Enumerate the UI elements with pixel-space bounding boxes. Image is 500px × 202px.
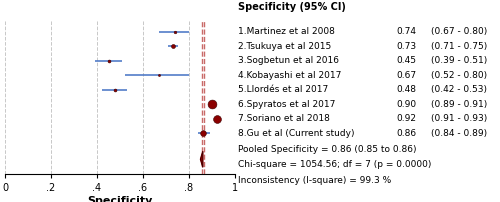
Text: 0.67: 0.67: [396, 71, 417, 80]
Text: (0.91 - 0.93): (0.91 - 0.93): [431, 114, 488, 123]
Text: Pooled Specificity = 0.86 (0.85 to 0.86): Pooled Specificity = 0.86 (0.85 to 0.86): [238, 145, 416, 154]
Text: (0.52 - 0.80): (0.52 - 0.80): [431, 71, 487, 80]
Text: 0.73: 0.73: [396, 42, 417, 51]
Text: (0.42 - 0.53): (0.42 - 0.53): [431, 85, 487, 94]
X-axis label: Specificity: Specificity: [88, 196, 152, 202]
Text: 0.48: 0.48: [396, 85, 416, 94]
Text: 8.Gu et al (Current study): 8.Gu et al (Current study): [238, 129, 354, 138]
Text: (0.67 - 0.80): (0.67 - 0.80): [431, 27, 488, 36]
Text: (0.84 - 0.89): (0.84 - 0.89): [431, 129, 487, 138]
Text: 0.86: 0.86: [396, 129, 417, 138]
Text: 6.Spyratos et al 2017: 6.Spyratos et al 2017: [238, 100, 335, 109]
Text: 0.45: 0.45: [396, 56, 416, 65]
Text: Inconsistency (I-square) = 99.3 %: Inconsistency (I-square) = 99.3 %: [238, 176, 391, 185]
Text: 5.Llordés et al 2017: 5.Llordés et al 2017: [238, 85, 328, 94]
Text: (0.89 - 0.91): (0.89 - 0.91): [431, 100, 488, 109]
Text: 7.Soriano et al 2018: 7.Soriano et al 2018: [238, 114, 330, 123]
Text: 2.Tsukuya et al 2015: 2.Tsukuya et al 2015: [238, 42, 331, 51]
Text: 3.Sogbetun et al 2016: 3.Sogbetun et al 2016: [238, 56, 338, 65]
Text: 1.Martinez et al 2008: 1.Martinez et al 2008: [238, 27, 334, 36]
Text: 0.92: 0.92: [396, 114, 416, 123]
Text: Specificity (95% CI): Specificity (95% CI): [238, 2, 346, 12]
Text: 4.Kobayashi et al 2017: 4.Kobayashi et al 2017: [238, 71, 341, 80]
Polygon shape: [200, 151, 203, 167]
Text: 0.90: 0.90: [396, 100, 417, 109]
Text: (0.71 - 0.75): (0.71 - 0.75): [431, 42, 488, 51]
Text: (0.39 - 0.51): (0.39 - 0.51): [431, 56, 488, 65]
Text: 0.74: 0.74: [396, 27, 416, 36]
Text: Chi-square = 1054.56; df = 7 (p = 0.0000): Chi-square = 1054.56; df = 7 (p = 0.0000…: [238, 160, 431, 169]
